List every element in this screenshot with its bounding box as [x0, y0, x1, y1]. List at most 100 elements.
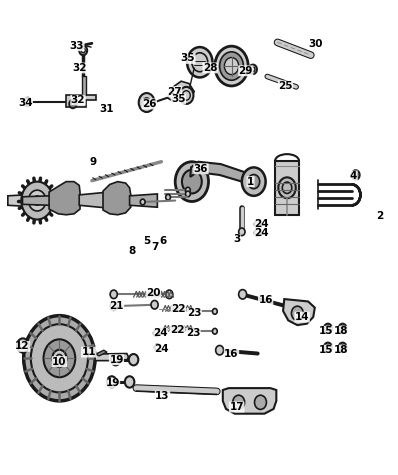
Circle shape: [249, 65, 257, 74]
Text: 5: 5: [143, 236, 150, 247]
Polygon shape: [95, 353, 129, 361]
Circle shape: [29, 190, 46, 211]
Circle shape: [154, 344, 160, 351]
Polygon shape: [96, 350, 107, 356]
Text: 4: 4: [350, 171, 357, 181]
Polygon shape: [103, 181, 131, 215]
Circle shape: [278, 177, 296, 198]
Text: 24: 24: [254, 219, 269, 229]
Text: 22: 22: [171, 304, 185, 314]
Text: 35: 35: [171, 94, 185, 104]
Circle shape: [153, 330, 159, 336]
Text: 30: 30: [309, 39, 323, 49]
Text: 11: 11: [82, 347, 96, 357]
Circle shape: [239, 228, 245, 236]
Polygon shape: [223, 388, 276, 414]
Polygon shape: [283, 299, 315, 325]
Circle shape: [79, 46, 87, 55]
Polygon shape: [167, 81, 194, 100]
Text: 33: 33: [70, 41, 84, 51]
Circle shape: [213, 328, 217, 334]
Text: 14: 14: [295, 312, 309, 322]
Text: 19: 19: [105, 379, 120, 389]
Text: 7: 7: [152, 242, 159, 252]
Circle shape: [213, 309, 217, 314]
Circle shape: [215, 46, 248, 86]
Circle shape: [220, 52, 244, 80]
Circle shape: [17, 338, 29, 352]
Circle shape: [166, 290, 173, 299]
Text: 3: 3: [233, 234, 240, 245]
Circle shape: [175, 162, 209, 201]
Polygon shape: [49, 181, 80, 215]
Text: 22: 22: [170, 325, 184, 335]
Circle shape: [182, 170, 202, 193]
Circle shape: [110, 290, 117, 299]
Text: 19: 19: [109, 355, 124, 365]
Text: 9: 9: [89, 157, 96, 167]
Circle shape: [216, 345, 224, 355]
Text: 32: 32: [72, 63, 86, 73]
Text: 16: 16: [224, 349, 239, 359]
Text: 20: 20: [146, 288, 161, 298]
Circle shape: [255, 229, 261, 237]
Circle shape: [291, 306, 303, 320]
Circle shape: [24, 98, 31, 106]
Text: 2: 2: [376, 211, 383, 221]
Text: 34: 34: [18, 97, 33, 107]
Circle shape: [185, 187, 190, 193]
Text: 1: 1: [247, 177, 254, 187]
Circle shape: [242, 167, 265, 196]
Polygon shape: [79, 192, 104, 208]
Circle shape: [166, 194, 170, 200]
Circle shape: [185, 191, 190, 197]
Circle shape: [110, 302, 117, 311]
Circle shape: [31, 324, 88, 392]
Circle shape: [33, 196, 41, 205]
Polygon shape: [8, 195, 25, 206]
Text: 12: 12: [15, 342, 30, 352]
Text: 23: 23: [186, 328, 200, 338]
Circle shape: [339, 323, 347, 333]
Text: 24: 24: [254, 228, 269, 238]
Text: 29: 29: [239, 66, 253, 76]
Polygon shape: [66, 95, 96, 107]
Text: 24: 24: [153, 328, 168, 338]
Circle shape: [151, 301, 158, 309]
Polygon shape: [82, 76, 86, 95]
Circle shape: [187, 47, 213, 77]
Circle shape: [111, 354, 121, 365]
Text: 21: 21: [109, 301, 124, 311]
Polygon shape: [23, 196, 50, 205]
Circle shape: [43, 339, 75, 377]
Polygon shape: [190, 162, 254, 186]
Text: 26: 26: [142, 99, 157, 109]
Circle shape: [24, 316, 95, 401]
Text: 25: 25: [278, 81, 293, 91]
Circle shape: [179, 87, 193, 104]
Polygon shape: [275, 161, 299, 215]
Circle shape: [239, 290, 247, 299]
Text: 24: 24: [154, 344, 169, 354]
Circle shape: [107, 376, 117, 388]
Circle shape: [21, 181, 53, 219]
Text: 31: 31: [100, 104, 114, 114]
Circle shape: [52, 350, 66, 367]
Circle shape: [139, 93, 154, 112]
Text: 36: 36: [194, 164, 208, 174]
Text: 18: 18: [334, 345, 348, 355]
Text: 6: 6: [159, 236, 166, 247]
Circle shape: [140, 199, 145, 205]
Circle shape: [248, 174, 259, 189]
Circle shape: [352, 170, 360, 180]
Circle shape: [255, 220, 261, 228]
Text: 13: 13: [155, 391, 170, 401]
Text: 10: 10: [52, 357, 66, 367]
Circle shape: [255, 395, 266, 409]
Text: 18: 18: [334, 326, 348, 336]
Text: 15: 15: [319, 326, 333, 336]
Circle shape: [339, 342, 347, 352]
Text: 35: 35: [181, 54, 195, 64]
Text: 17: 17: [229, 402, 244, 412]
Text: 32: 32: [71, 95, 85, 105]
